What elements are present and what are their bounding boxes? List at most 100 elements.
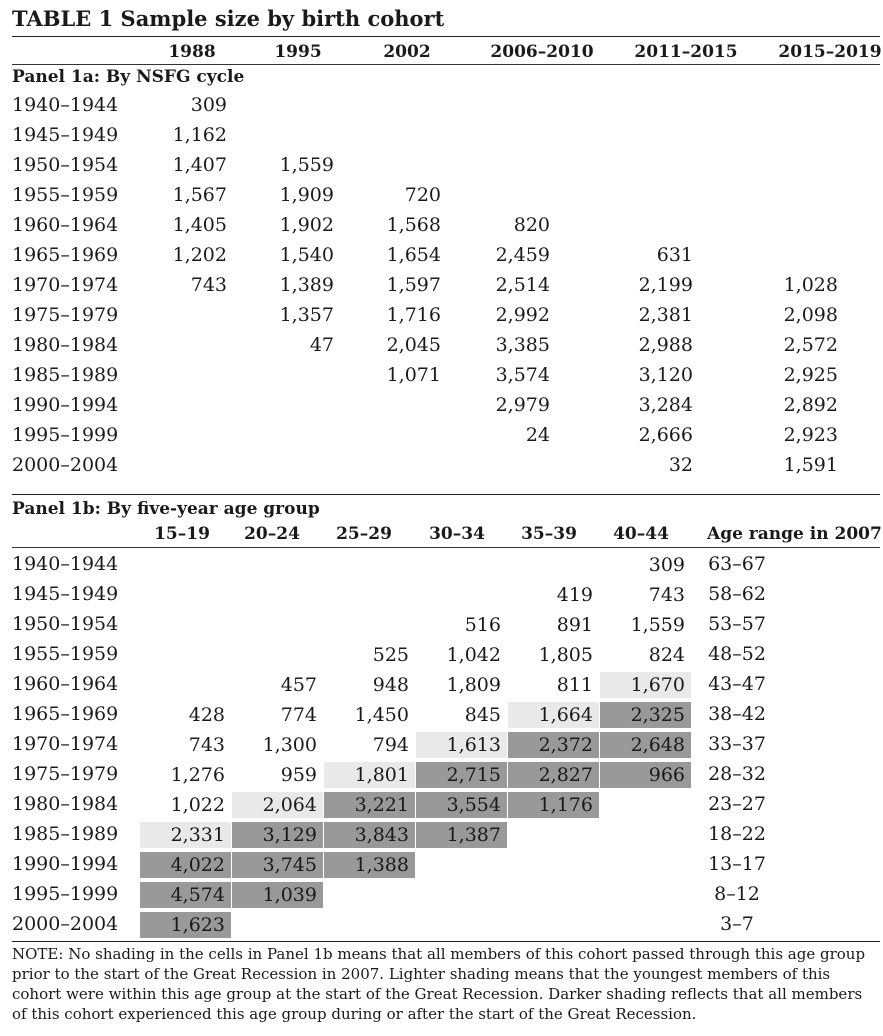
panel-1a-row-label: 1995–1999 <box>12 424 119 446</box>
panel-1b-cell-value: 811 <box>556 674 593 696</box>
panel-1b-cell: 743 <box>600 582 691 608</box>
panel-1b-cell: 1,559 <box>600 612 691 638</box>
panel-1a-cell: 2,045 <box>386 334 441 356</box>
panel-1b-cell-light-shaded: 2,331 <box>140 822 231 848</box>
panel-1b-cell-value: 1,801 <box>354 764 409 786</box>
panel-1b-age-range: 28–32 <box>708 763 766 785</box>
panel-1b-cell-light-shaded: 1,801 <box>324 762 415 788</box>
panel-1b-cell-value: 525 <box>372 644 409 666</box>
panel-1a-cell: 2,923 <box>783 424 838 446</box>
panel-1a-cell: 2,572 <box>783 334 838 356</box>
panel-1b-age-range: 13–17 <box>708 853 766 875</box>
panel-1a-cell: 1,716 <box>386 304 441 326</box>
panel-1b-cell-value: 1,022 <box>170 794 225 816</box>
panel-1b-cell: 948 <box>324 672 415 698</box>
panel-1b-cell: 309 <box>600 552 691 578</box>
panel-1a-column-header: 2015–2019 <box>778 42 882 62</box>
panel-1b-row-label: 1940–1944 <box>12 553 119 575</box>
panel-1b-cell-value: 3,843 <box>354 824 409 846</box>
panel-1b-cell-value: 1,623 <box>170 914 225 936</box>
panel-1b-cell-value: 1,805 <box>538 644 593 666</box>
panel-1b-cell-value: 1,039 <box>262 884 317 906</box>
panel-1b-row-label: 1945–1949 <box>12 583 119 605</box>
table-title: TABLE 1 Sample size by birth cohort <box>12 6 445 31</box>
panel-1a-cell: 3,574 <box>495 364 550 386</box>
panel-1b-cell: 1,022 <box>140 792 231 818</box>
panel-1b-age-range: 38–42 <box>708 703 766 725</box>
panel-1b-column-header: 40–44 <box>613 524 669 544</box>
panel-1b-cell: 516 <box>416 612 507 638</box>
panel-1a-heading: Panel 1a: By NSFG cycle <box>12 67 245 87</box>
panel-1a-row-label: 1985–1989 <box>12 364 119 386</box>
panel-1b-row-label: 1970–1974 <box>12 733 119 755</box>
panel-1b-cell-value: 457 <box>280 674 317 696</box>
panel-1b-cell-value: 1,613 <box>446 734 501 756</box>
panel-1b-cell: 845 <box>416 702 507 728</box>
panel-1a-cell: 1,071 <box>386 364 441 386</box>
panel-1a-cell: 47 <box>309 334 334 356</box>
panel-1b-cell: 811 <box>508 672 599 698</box>
panel-1a-cell: 1,202 <box>172 244 227 266</box>
panel-1b-cell-light-shaded: 2,064 <box>232 792 323 818</box>
panel-1a-cell: 1,654 <box>386 244 441 266</box>
panel-1a-row-label: 1965–1969 <box>12 244 119 266</box>
panel-1b-cell-value: 1,042 <box>446 644 501 666</box>
panel-1b-cell-dark-shaded: 1,623 <box>140 912 231 938</box>
panel-1b-cell-dark-shaded: 2,325 <box>600 702 691 728</box>
panel-1b-cell-light-shaded: 1,613 <box>416 732 507 758</box>
panel-1a-cell: 743 <box>190 274 227 296</box>
panel-1b-heading: Panel 1b: By five-year age group <box>12 499 320 519</box>
panel-1a-cell: 2,381 <box>638 304 693 326</box>
panel-1b-cell-value: 2,827 <box>538 764 593 786</box>
panel-1a-cell: 1,567 <box>172 184 227 206</box>
panel-1b-cell: 743 <box>140 732 231 758</box>
panel-1a-cell: 2,979 <box>495 394 550 416</box>
panel-1a-cell: 1,591 <box>783 454 838 476</box>
panel-1b-cell-value: 1,300 <box>262 734 317 756</box>
panel-1b-cell: 891 <box>508 612 599 638</box>
panel-1b-cell-value: 959 <box>280 764 317 786</box>
panel-1a-cell: 1,407 <box>172 154 227 176</box>
panel-1b-cell-value: 774 <box>280 704 317 726</box>
panel-1a-cell: 1,902 <box>279 214 334 236</box>
panel-1b-cell: 525 <box>324 642 415 668</box>
panel-1b-age-range: 33–37 <box>708 733 766 755</box>
panel-1b-column-header: 30–34 <box>429 524 485 544</box>
panel-1a-cell: 720 <box>404 184 441 206</box>
panel-1b-cell-dark-shaded: 3,745 <box>232 852 323 878</box>
panel-1a-cell: 3,120 <box>638 364 693 386</box>
panel-1b-cell-value: 2,064 <box>262 794 317 816</box>
panel-1b-cell-dark-shaded: 1,039 <box>232 882 323 908</box>
panel-1a-column-header: 2011–2015 <box>634 42 738 62</box>
panel-1a-row-label: 1990–1994 <box>12 394 119 416</box>
top-rule <box>12 36 880 37</box>
panel-1b-cell-dark-shaded: 3,843 <box>324 822 415 848</box>
panel-1b-cell-value: 743 <box>648 584 685 606</box>
panel-1a-row-label: 1950–1954 <box>12 154 119 176</box>
panel-1a-column-header: 1988 <box>168 42 216 62</box>
panel-1b-age-range: 3–7 <box>720 913 754 935</box>
panel-1b-cell: 1,042 <box>416 642 507 668</box>
panel-1b-row-label: 1975–1979 <box>12 763 119 785</box>
panel-1b-cell-dark-shaded: 3,221 <box>324 792 415 818</box>
panel-1a-cell: 32 <box>668 454 693 476</box>
panel-1b-row-label: 1960–1964 <box>12 673 119 695</box>
panel-1b-row-label: 1980–1984 <box>12 793 119 815</box>
panel-1b-cell-value: 743 <box>188 734 225 756</box>
panel-1b-row-label: 1995–1999 <box>12 883 119 905</box>
panel-1a-cell: 2,892 <box>783 394 838 416</box>
panel-1b-row-label: 1955–1959 <box>12 643 119 665</box>
panel-1b-age-range: 48–52 <box>708 643 766 665</box>
panel-1b-column-header: 25–29 <box>336 524 392 544</box>
panel-1a-row-label: 1955–1959 <box>12 184 119 206</box>
panel-1a-cell: 2,199 <box>638 274 693 296</box>
panel-1b-column-header: 35–39 <box>521 524 577 544</box>
panel-1a-row-label: 2000–2004 <box>12 454 119 476</box>
panel-1a-cell: 2,459 <box>495 244 550 266</box>
panel-1b-header-rule <box>12 547 880 548</box>
panel-1b-row-label: 1950–1954 <box>12 613 119 635</box>
panel-1b-cell-value: 1,387 <box>446 824 501 846</box>
panel-1a-row-label: 1975–1979 <box>12 304 119 326</box>
panel-1a-cell: 631 <box>656 244 693 266</box>
panel-1a-cell: 1,540 <box>279 244 334 266</box>
